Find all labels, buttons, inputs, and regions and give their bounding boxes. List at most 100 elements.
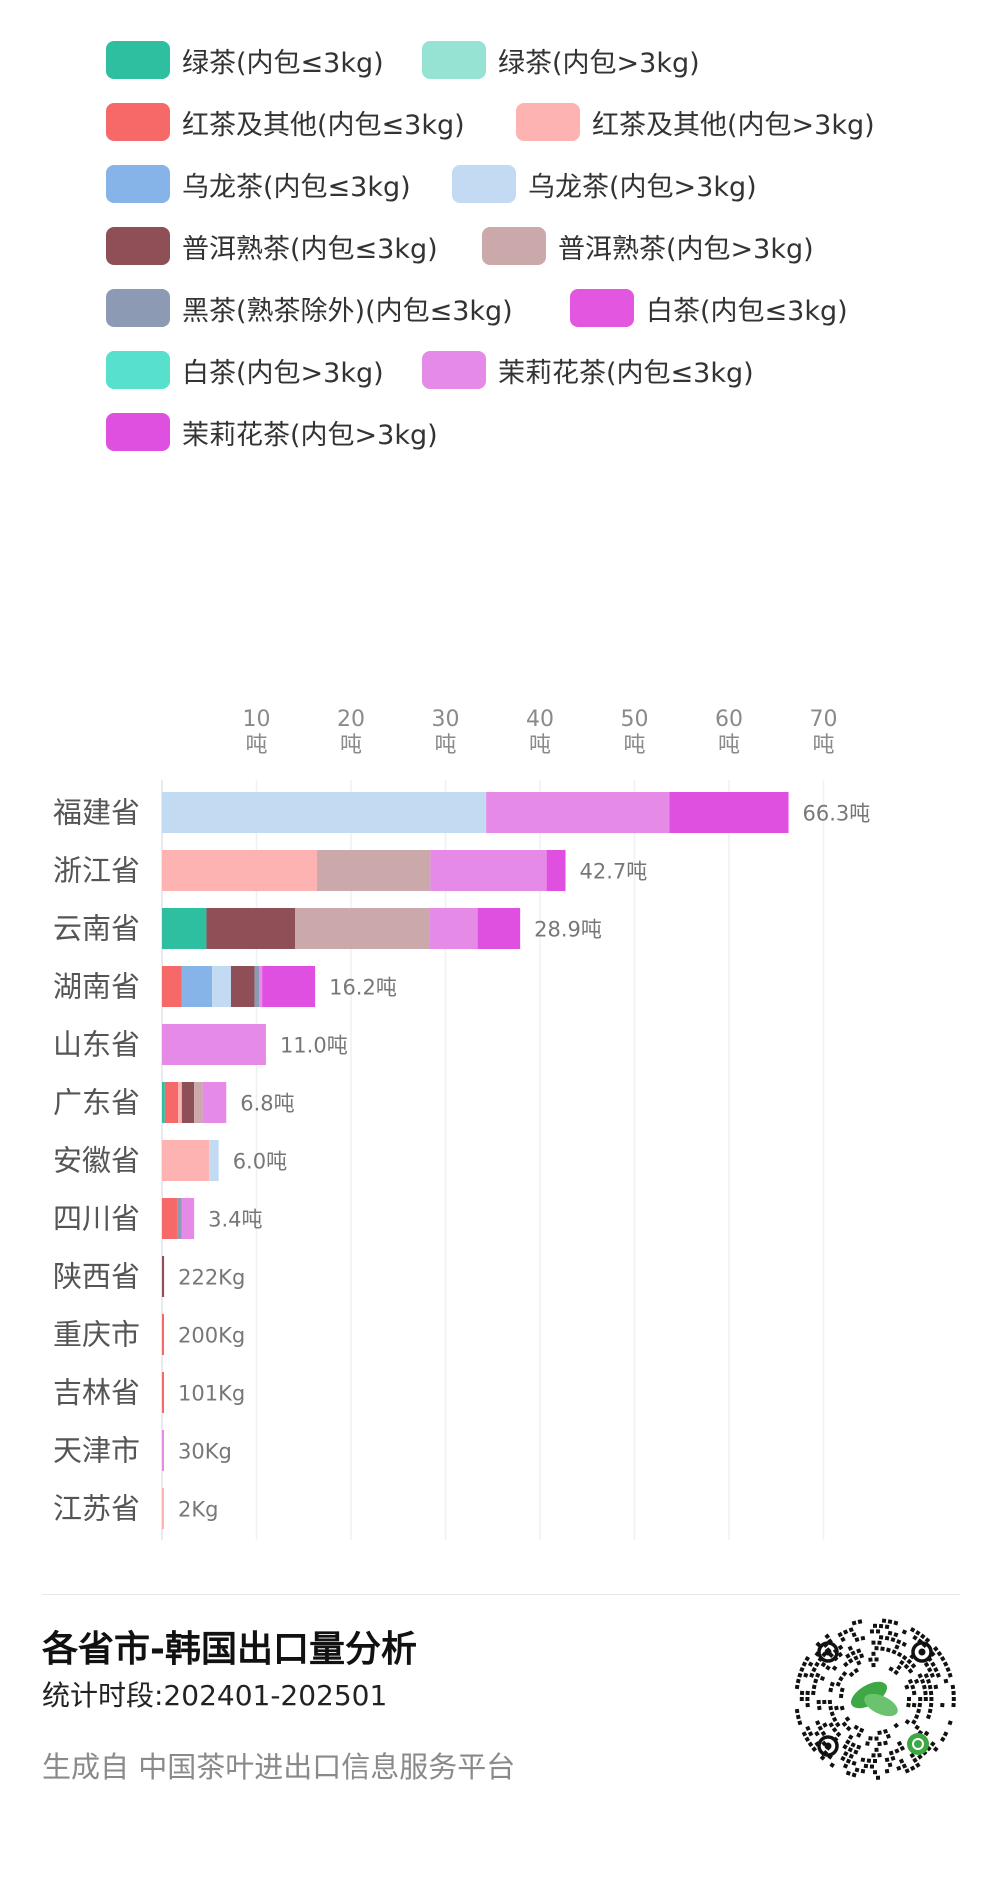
bar-segment [316,850,431,891]
category-label: 广东省 [53,1086,140,1120]
x-tick-label: 50 [621,707,649,732]
legend-swatch [482,227,546,265]
legend-label: 乌龙茶(内包≤3kg) [182,171,411,203]
legend-swatch [106,103,170,141]
bar-segment [262,966,316,1007]
bar-segment [181,1198,195,1239]
bar-segment [162,1314,164,1355]
bar-total-label: 28.9吨 [534,918,602,942]
x-tick-unit: 吨 [245,733,267,758]
legend-label: 茉莉花茶(内包>3kg) [182,419,438,451]
bar-segment [430,850,547,891]
legend-item[interactable]: 普洱熟茶(内包>3kg) [482,226,814,266]
bar-segment [206,908,296,949]
legend-swatch [106,413,170,451]
legend-swatch [106,289,170,327]
x-tick-label: 30 [432,707,460,732]
bar-total-label: 6.8吨 [240,1092,294,1116]
bar-segment [177,1198,182,1239]
legend-label: 绿茶(内包≤3kg) [182,47,384,79]
legend-swatch [106,165,170,203]
legend-swatch [422,351,486,389]
bar-segment [429,908,478,949]
legend-item[interactable]: 黑茶(熟茶除外)(内包≤3kg) [106,288,513,328]
category-label: 湖南省 [53,970,140,1004]
footer-title: 各省市-韩国出口量分析 [42,1629,417,1670]
bar-segment [212,966,231,1007]
legend-label: 红茶及其他(内包≤3kg) [182,109,465,141]
legend-swatch [452,165,516,203]
bar-segment [295,908,430,949]
bar-segment [162,792,487,833]
legend-item[interactable]: 红茶及其他(内包≤3kg) [106,102,465,142]
bar-segment [162,1372,164,1413]
legend-item[interactable]: 普洱熟茶(内包≤3kg) [106,226,438,266]
bar-segment [546,850,566,891]
statistics-period: 统计时段:202401-202501 [42,1679,388,1712]
bar-segment [162,1082,165,1123]
legend-swatch [516,103,580,141]
legend-item[interactable]: 白茶(内包>3kg) [106,350,384,390]
legend-item[interactable]: 乌龙茶(内包≤3kg) [106,164,411,204]
bar-segment [194,1082,203,1123]
bar-total-label: 200Kg [178,1324,245,1348]
legend-item[interactable]: 白茶(内包≤3kg) [570,288,848,328]
legend-label: 乌龙茶(内包>3kg) [528,171,757,203]
bar-segment [230,966,255,1007]
legend-label: 茉莉花茶(内包≤3kg) [498,357,754,389]
category-label: 安徽省 [53,1144,140,1178]
legend-label: 红茶及其他(内包>3kg) [592,109,875,141]
legend-swatch [106,41,170,79]
bar-segment [162,1256,165,1297]
category-label: 四川省 [53,1202,140,1236]
category-label: 天津市 [53,1434,140,1468]
legend-item[interactable]: 绿茶(内包>3kg) [422,40,700,80]
bar-total-label: 101Kg [178,1382,245,1406]
legend-swatch [106,227,170,265]
legend-label: 普洱熟茶(内包≤3kg) [182,233,438,265]
legend-item[interactable]: 茉莉花茶(内包>3kg) [106,412,438,452]
bar-segment [178,1082,182,1123]
bar-total-label: 16.2吨 [329,976,397,1000]
bar-total-label: 2Kg [178,1498,218,1522]
category-label: 重庆市 [53,1318,140,1352]
legend-label: 黑茶(熟茶除外)(内包≤3kg) [182,295,513,327]
category-label: 福建省 [53,796,140,830]
category-label: 江苏省 [53,1492,140,1526]
legend-swatch [106,351,170,389]
legend-swatch [570,289,634,327]
legend-item[interactable]: 茉莉花茶(内包≤3kg) [422,350,754,390]
x-tick-unit: 吨 [434,733,456,758]
category-label: 吉林省 [53,1376,140,1410]
category-label: 浙江省 [53,854,140,888]
bar-total-label: 11.0吨 [280,1034,348,1058]
category-label: 山东省 [53,1028,140,1062]
legend-label: 白茶(内包>3kg) [182,357,384,389]
bar-segment [162,1140,210,1181]
bar-total-label: 6.0吨 [233,1150,287,1174]
x-tick-label: 40 [526,707,554,732]
bar-segment [669,792,789,833]
x-tick-label: 60 [715,707,743,732]
x-tick-unit: 吨 [812,733,834,758]
legend-item[interactable]: 红茶及其他(内包>3kg) [516,102,875,142]
bar-total-label: 3.4吨 [208,1208,262,1232]
x-tick-label: 20 [337,707,365,732]
x-tick-unit: 吨 [340,733,362,758]
bar-segment [164,1082,179,1123]
bar-total-label: 222Kg [178,1266,245,1290]
bar-segment [254,966,260,1007]
legend-swatch [422,41,486,79]
x-tick-unit: 吨 [718,733,740,758]
bar-segment [202,1082,227,1123]
bar-segment [162,966,182,1007]
legend-item[interactable]: 乌龙茶(内包>3kg) [452,164,757,204]
bar-segment [162,1024,266,1065]
source-text: 生成自 中国茶叶进出口信息服务平台 [42,1750,516,1784]
legend-item[interactable]: 绿茶(内包≤3kg) [106,40,384,80]
legend-label: 白茶(内包≤3kg) [646,295,848,327]
wechat-mini-program-qr-icon[interactable] [790,1614,960,1784]
bar-segment [477,908,521,949]
bar-segment [209,1140,219,1181]
